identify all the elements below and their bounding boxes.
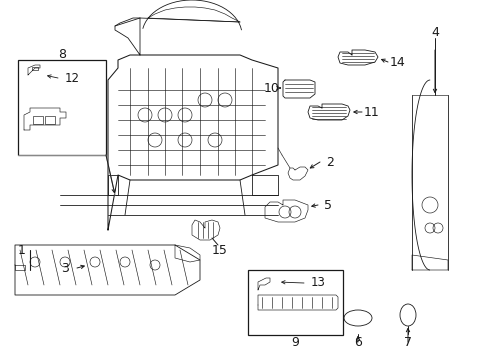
Text: 4: 4 [430,26,438,39]
Text: 8: 8 [58,48,66,60]
Bar [247,270,342,335]
Text: 12: 12 [64,72,80,85]
Text: 11: 11 [364,105,379,118]
Bar [45,116,55,124]
Text: 1: 1 [18,243,26,257]
Text: 5: 5 [324,198,331,212]
Text: 7: 7 [403,336,411,348]
Text: 9: 9 [290,336,298,348]
Text: 14: 14 [389,55,405,68]
Text: 2: 2 [325,156,333,168]
Text: 3: 3 [61,261,69,274]
Text: 13: 13 [310,276,325,289]
Text: 15: 15 [212,243,227,257]
Bar [18,60,106,155]
Text: 6: 6 [353,336,361,348]
Bar [33,116,43,124]
Text: 10: 10 [264,81,279,95]
